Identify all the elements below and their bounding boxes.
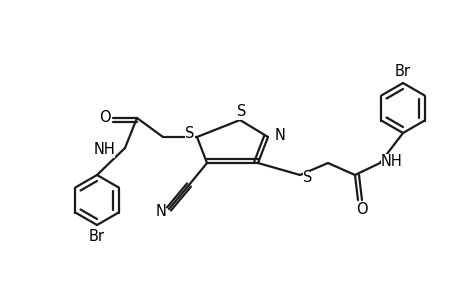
Text: S: S — [237, 104, 246, 119]
Text: S: S — [302, 170, 312, 185]
Text: O: O — [99, 110, 111, 125]
Text: N: N — [155, 205, 166, 220]
Text: S: S — [185, 127, 194, 142]
Text: NH: NH — [381, 154, 402, 169]
Text: N: N — [274, 128, 285, 142]
Text: Br: Br — [89, 230, 105, 244]
Text: NH: NH — [93, 142, 115, 158]
Text: O: O — [355, 202, 367, 217]
Text: Br: Br — [394, 64, 410, 79]
